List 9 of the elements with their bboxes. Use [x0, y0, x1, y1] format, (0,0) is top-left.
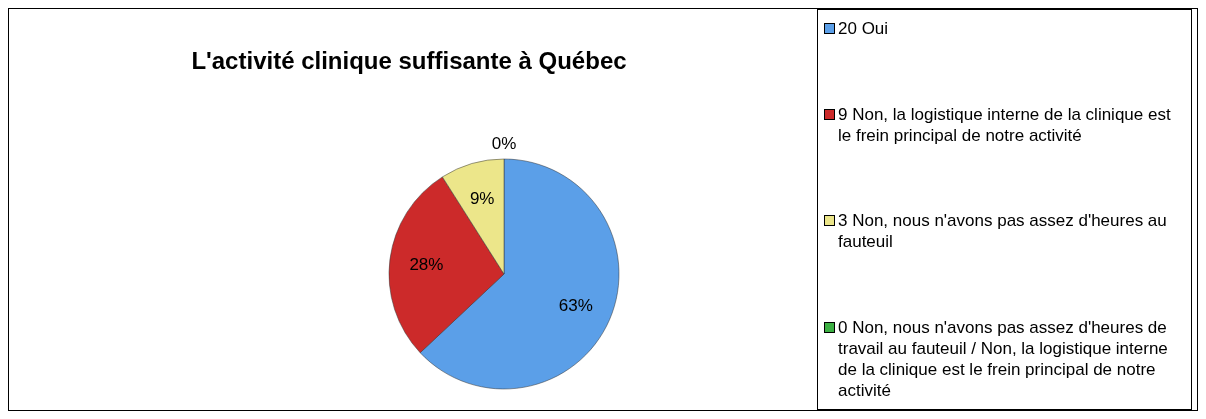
legend-label: 0 Non, nous n'avons pas assez d'heures de travail au fauteuil / Non, la logistique interne de la clinique est le frein principal de notre activité [838, 316, 1169, 401]
legend-label: 20 Oui [838, 18, 889, 39]
text: L'activité clinique suffisante à Québec [190, 47, 628, 75]
data-label: 9% [469, 189, 495, 209]
data-label: 63% [558, 295, 593, 315]
text: 0% [491, 133, 517, 153]
legend-label: 9 Non, la logistique interne de la clinique est le frein principal de notre activité [838, 103, 1172, 146]
data-label: 28% [409, 254, 444, 274]
legend-label: 3 Non, nous n'avons pas assez d'heures au fauteuil [838, 210, 1168, 253]
